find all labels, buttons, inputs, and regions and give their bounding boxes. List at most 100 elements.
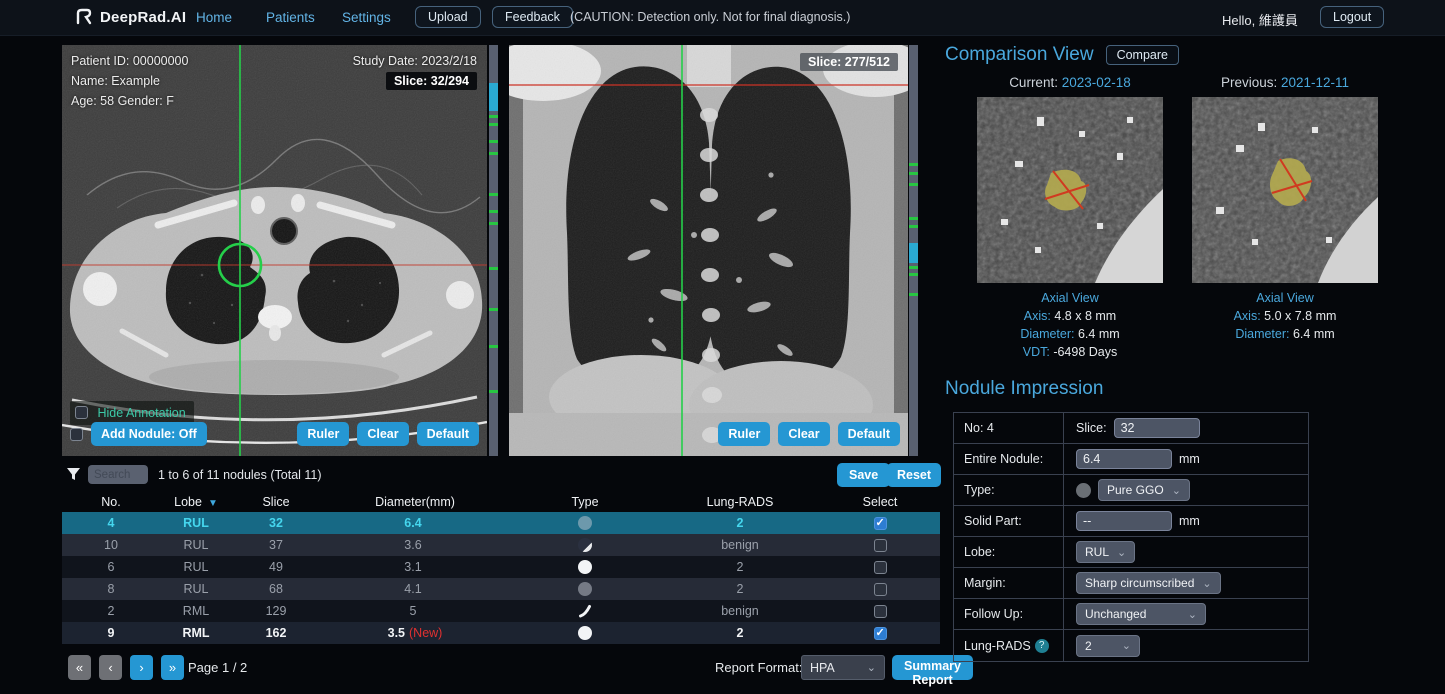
- prev-page-button[interactable]: ‹: [99, 655, 122, 680]
- lung-rads-select[interactable]: 2 ⌄: [1076, 634, 1140, 657]
- report-format-label: Report Format:: [715, 660, 803, 675]
- chevron-down-icon: ⌄: [1121, 640, 1131, 652]
- margin-select[interactable]: Sharp circumscribed ⌄: [1076, 572, 1221, 594]
- summary-report-button[interactable]: Summary Report: [892, 655, 973, 687]
- coronal-default-button[interactable]: Default: [837, 422, 900, 446]
- field-no: No: 4: [954, 413, 1064, 443]
- new-flag: (New): [409, 626, 443, 640]
- caution-text: (CAUTION: Detection only. Not for final …: [570, 10, 851, 24]
- nodule-impression-form: No: 4 Slice: Entire Nodule: mm Type: Pur…: [953, 412, 1309, 662]
- row-select-checkbox[interactable]: [873, 561, 887, 575]
- slice-field-label: Slice:: [1076, 421, 1107, 435]
- chevron-down-icon: ⌄: [866, 662, 876, 674]
- hide-annotation-checkbox[interactable]: [75, 406, 88, 420]
- slice-input[interactable]: [1113, 418, 1200, 438]
- previous-axial-view-link[interactable]: Axial View: [1256, 291, 1314, 305]
- report-format-select[interactable]: HPA ⌄: [801, 655, 885, 680]
- nodule-type-solid-icon: [578, 626, 592, 641]
- lung-rads-help-icon[interactable]: ?: [1034, 638, 1049, 653]
- row-select-checkbox[interactable]: [873, 605, 887, 619]
- row-select-checkbox[interactable]: [873, 626, 887, 641]
- feedback-button[interactable]: Feedback: [492, 6, 573, 28]
- type-select[interactable]: Pure GGO ⌄: [1098, 479, 1190, 501]
- study-date: Study Date: 2023/2/18: [352, 54, 477, 68]
- nodule-table: No. Lobe ▼ Slice Diameter(mm) Type Lung-R…: [62, 491, 940, 644]
- previous-nodule-thumbnail[interactable]: [1192, 97, 1378, 283]
- nav-link-home[interactable]: Home: [196, 10, 233, 25]
- coronal-ct-viewport[interactable]: Slice: 277/512 Ruler Clear Default: [509, 45, 908, 456]
- nodule-location-tick: [909, 183, 918, 186]
- nodule-count-summary: 1 to 6 of 11 nodules (Total 11): [158, 468, 322, 482]
- current-nodule-info: Axial View Axis: 4.8 x 8 mm Diameter: 6.…: [977, 289, 1163, 362]
- field-solid-part: Solid Part:: [954, 506, 1064, 536]
- upload-button[interactable]: Upload: [415, 6, 481, 28]
- nodule-location-tick: [909, 225, 918, 228]
- logout-button[interactable]: Logout: [1320, 6, 1385, 28]
- axial-clear-button[interactable]: Clear: [357, 422, 409, 446]
- previous-study-label: Previous: 2021-12-11: [1220, 75, 1350, 90]
- axial-default-button[interactable]: Default: [416, 422, 479, 446]
- logo[interactable]: DeepRad.AI: [74, 7, 186, 27]
- table-row[interactable]: 2 RML 129 5 benign: [62, 600, 940, 622]
- sort-icon[interactable]: ▼: [207, 497, 218, 509]
- axial-ruler-button[interactable]: Ruler: [297, 422, 350, 446]
- nodule-location-tick: [489, 222, 498, 225]
- nodule-type-linear-icon: [579, 605, 591, 618]
- nodule-location-tick: [489, 193, 498, 196]
- chevron-down-icon: ⌄: [1171, 484, 1181, 497]
- nav-link-settings[interactable]: Settings: [342, 10, 391, 25]
- save-button[interactable]: Save: [837, 463, 891, 487]
- patient-id: Patient ID: 00000000: [71, 54, 189, 68]
- page-indicator: Page 1 / 2: [188, 660, 248, 675]
- search-input[interactable]: [88, 465, 148, 484]
- nodule-type-part-solid-icon: [578, 538, 592, 553]
- nodule-location-tick: [489, 152, 498, 155]
- solid-part-input[interactable]: [1076, 511, 1172, 531]
- table-row[interactable]: 4 RUL 32 6.4 2: [62, 512, 940, 534]
- compare-button[interactable]: Compare: [1105, 45, 1179, 65]
- axial-slice-slider[interactable]: [489, 45, 498, 456]
- add-nodule-checkbox[interactable]: [70, 427, 83, 441]
- nodule-location-tick: [489, 345, 498, 348]
- coronal-clear-button[interactable]: Clear: [778, 422, 830, 446]
- next-page-button[interactable]: ›: [130, 655, 153, 680]
- add-nodule-button[interactable]: Add Nodule: Off: [91, 422, 207, 446]
- row-select-checkbox[interactable]: [873, 539, 887, 553]
- current-axial-view-link[interactable]: Axial View: [1041, 291, 1099, 305]
- lobe-select[interactable]: RUL ⌄: [1076, 541, 1136, 563]
- nodule-location-tick: [909, 293, 918, 296]
- table-row[interactable]: 8 RUL 68 4.1 2: [62, 578, 940, 600]
- impression-title: Nodule Impression: [945, 378, 1104, 399]
- entire-nodule-input[interactable]: [1076, 449, 1172, 469]
- ggo-type-icon: [1076, 482, 1091, 498]
- patient-name: Name: Example: [71, 74, 160, 88]
- table-row[interactable]: 10 RUL 37 3.6 benign: [62, 534, 940, 556]
- slider-thumb[interactable]: [909, 243, 918, 263]
- coronal-slice-slider[interactable]: [909, 45, 918, 456]
- previous-nodule-info: Axial View Axis: 5.0 x 7.8 mm Diameter: …: [1192, 289, 1378, 343]
- user-greeting: Hello, 維護員: [1222, 13, 1298, 28]
- slider-thumb[interactable]: [489, 83, 498, 111]
- col-slice: Slice: [262, 494, 290, 509]
- nodule-annotation-circle: [217, 242, 263, 288]
- row-select-checkbox[interactable]: [873, 516, 887, 531]
- last-page-button[interactable]: »: [161, 655, 184, 680]
- current-nodule-thumbnail[interactable]: [977, 97, 1163, 283]
- nodule-type-ggo-icon: [578, 582, 592, 597]
- coronal-ruler-button[interactable]: Ruler: [718, 422, 771, 446]
- col-diameter: Diameter(mm): [375, 494, 455, 509]
- first-page-button[interactable]: «: [68, 655, 91, 680]
- table-row[interactable]: 9 RML 162 3.5 (New) 2: [62, 622, 940, 644]
- nav-link-patients[interactable]: Patients: [266, 10, 315, 25]
- nodule-type-ggo-icon: [578, 516, 592, 531]
- chevron-down-icon: ⌄: [1187, 608, 1197, 621]
- nodule-location-tick: [909, 217, 918, 220]
- nodule-location-tick: [909, 172, 918, 175]
- follow-up-select[interactable]: Unchanged ⌄: [1076, 603, 1206, 625]
- axial-ct-viewport[interactable]: Patient ID: 00000000 Name: Example Age: …: [62, 45, 487, 456]
- filter-icon[interactable]: [66, 467, 81, 482]
- col-no: No.: [101, 494, 121, 509]
- table-row[interactable]: 6 RUL 49 3.1 2: [62, 556, 940, 578]
- reset-button[interactable]: Reset: [887, 463, 942, 487]
- row-select-checkbox[interactable]: [873, 583, 887, 597]
